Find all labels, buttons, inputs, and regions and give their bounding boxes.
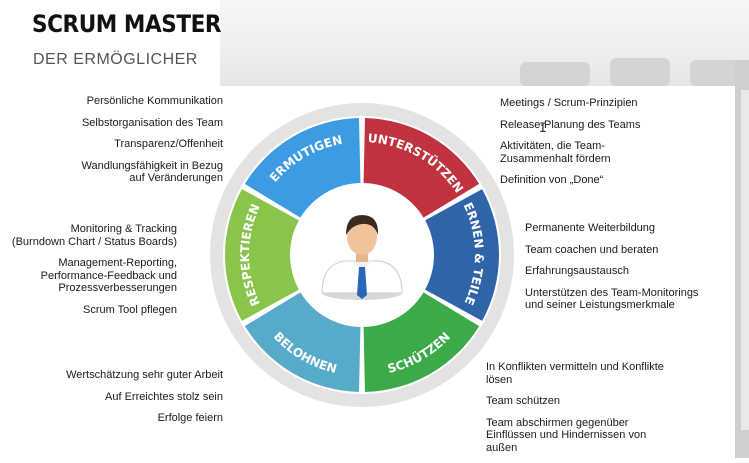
- segment-belohnen: [244, 292, 361, 392]
- text-cursor-icon: Ι: [539, 121, 547, 136]
- lernen-item: Permanente Weiterbildung: [525, 222, 656, 234]
- schuetzen-item: Team schützen: [486, 395, 560, 407]
- unterstuetzen-item: Aktivitäten, die Team- Zusammenhalt förde…: [500, 140, 611, 165]
- schuetzen-item: In Konflikten vermitteln und Konflikte lö…: [486, 361, 664, 386]
- background-edge-inner: [741, 90, 749, 430]
- segment-lernen: [425, 189, 499, 321]
- lernen-item: Erfahrungsaustausch: [525, 265, 629, 277]
- ermutigen-item: Wandlungsfähigkeit in Bezug auf Veränderu…: [81, 159, 223, 185]
- belohnen-item: Auf Erreichtes stolz sein: [105, 390, 223, 403]
- ermutigen-item: Selbstorganisation des Team: [81, 116, 223, 129]
- ermutigen-text-block: Persönliche Kommunikation Selbstorganisat…: [0, 95, 223, 194]
- lernen-item: Team coachen und beraten: [525, 243, 659, 256]
- chair-shape: [520, 62, 590, 86]
- lernen-item: Unterstützen des Team-Monitorings und sei…: [525, 286, 699, 312]
- page-subtitle: DER ERMÖGLICHER: [33, 51, 198, 68]
- schuetzen-item: Team abschirmen gegenüber Einflüssen und …: [486, 416, 647, 454]
- respektieren-item: Management-Reporting, Performance-Feedbac…: [40, 257, 177, 294]
- page-title: SCRUM MASTER: [32, 10, 222, 38]
- ermutigen-item: Transparenz/Offenheit: [114, 138, 223, 150]
- unterstuetzen-item: Definition von „Done“: [500, 174, 604, 186]
- chair-shape: [610, 58, 670, 86]
- lernen-text-block: Permanente Weiterbildung Team coachen und…: [525, 222, 735, 321]
- unterstuetzen-text-block: Meetings / Scrum-Prinzipien Release-Planu…: [500, 97, 730, 196]
- respektieren-item: Scrum Tool pflegen: [83, 303, 177, 316]
- segment-unterstuetzen: [363, 118, 480, 218]
- segment-respektieren: [224, 189, 299, 321]
- respektieren-item: Monitoring & Tracking (Burndown Chart / S…: [11, 223, 177, 248]
- segment-ermutigen: [244, 118, 361, 218]
- schuetzen-text-block: In Konflikten vermitteln und Konflikte lö…: [486, 361, 726, 463]
- unterstuetzen-item: Meetings / Scrum-Prinzipien: [500, 97, 638, 109]
- ermutigen-item: Persönliche Kommunikation: [86, 95, 223, 107]
- respektieren-text-block: Monitoring & Tracking (Burndown Chart / S…: [0, 223, 177, 325]
- belohnen-item: Wertschätzung sehr guter Arbeit: [66, 369, 223, 381]
- unterstuetzen-item: Release-Planung des Teams: [500, 118, 641, 131]
- belohnen-text-block: Wertschätzung sehr guter Arbeit Auf Errei…: [0, 369, 223, 434]
- segment-schuetzen: [363, 292, 480, 392]
- businessman-avatar-icon: [321, 215, 403, 300]
- belohnen-item: Erfolge feiern: [157, 412, 223, 424]
